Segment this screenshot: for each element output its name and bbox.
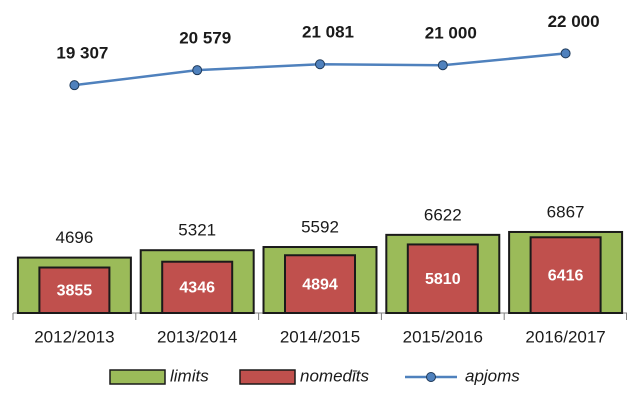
bar (38, 266, 111, 314)
legend-swatch (109, 369, 166, 385)
data-label: 6622 (424, 205, 462, 224)
data-label: 19 307 (56, 44, 108, 63)
legend-label: nomedīts (300, 366, 369, 385)
data-label: 6867 (547, 202, 585, 221)
data-label: 4894 (302, 276, 338, 293)
x-tick-label: 2012/2013 (34, 327, 114, 346)
bar (529, 236, 602, 314)
line-marker (560, 48, 571, 59)
data-label: 4696 (55, 228, 93, 247)
x-tick-label: 2015/2016 (403, 327, 483, 346)
legend-label: apjoms (465, 366, 520, 385)
line (74, 52, 566, 87)
bar (406, 243, 479, 314)
data-label: 6416 (548, 267, 584, 284)
data-label: 4346 (179, 280, 215, 297)
line-marker (437, 60, 448, 71)
line-marker (69, 80, 80, 91)
x-tick-label: 2016/2017 (525, 327, 605, 346)
data-label: 20 579 (179, 29, 231, 48)
bar (284, 254, 356, 314)
data-label: 22 000 (548, 12, 600, 31)
data-label: 21 081 (302, 23, 354, 42)
bar (161, 260, 234, 314)
data-label: 3855 (57, 282, 93, 299)
line-marker (192, 65, 203, 76)
legend-label: limits (170, 366, 209, 385)
data-label: 5592 (301, 217, 339, 236)
data-label: 5810 (425, 271, 461, 288)
legend-marker (426, 372, 436, 382)
x-tick-label: 2013/2014 (157, 327, 237, 346)
data-label: 21 000 (425, 24, 477, 43)
legend-swatch (239, 369, 296, 385)
line-marker (315, 59, 325, 70)
data-label: 5321 (178, 221, 216, 240)
x-tick-label: 2014/2015 (280, 327, 360, 346)
